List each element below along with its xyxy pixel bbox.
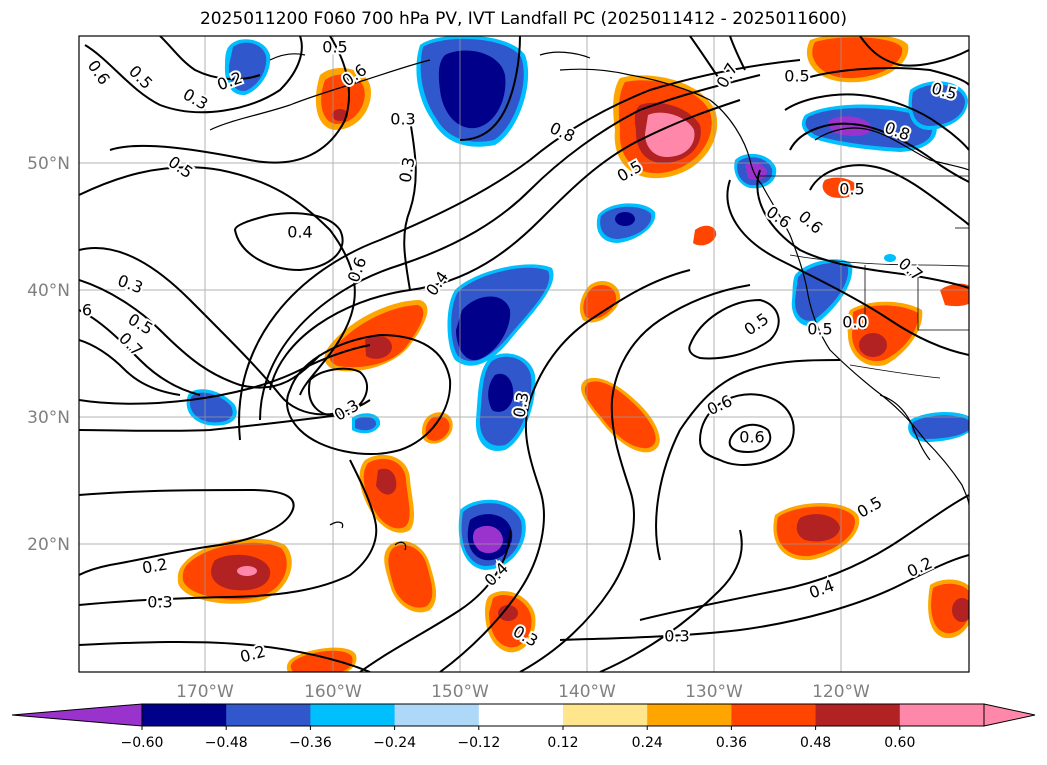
colorbar-tick-label: −0.60 xyxy=(121,735,164,751)
lat-label-20n: 20°N xyxy=(27,535,70,555)
colorbar-tick-label: −0.48 xyxy=(205,735,248,751)
gridlines xyxy=(79,36,969,672)
lat-label-30n: 30°N xyxy=(27,408,70,428)
contour-label: 0.6 xyxy=(739,428,764,447)
map-area: 0.6 0.5 0.20.30.50.60.30.30.50.80.7 0.50.50… xyxy=(79,36,969,672)
map-frame xyxy=(78,35,970,673)
contour-label: 0.0 xyxy=(842,313,867,332)
colorbar-segment xyxy=(142,704,227,726)
colorbar-tick-label: −0.24 xyxy=(373,735,416,751)
colorbar-segment xyxy=(394,704,480,726)
colorbar-tick-label: 0.60 xyxy=(884,735,915,751)
colorbar-segment xyxy=(731,704,817,726)
colorbar-tick-label: 0.24 xyxy=(632,735,663,751)
colorbar-segment xyxy=(815,704,901,726)
positive-shading xyxy=(177,36,969,672)
colorbar-segment xyxy=(647,704,732,726)
colorbar-extend-max xyxy=(983,703,1036,727)
lat-label-50n: 50°N xyxy=(27,154,70,174)
pv-contours xyxy=(79,36,969,672)
colorbar-segment xyxy=(226,704,311,726)
lon-label-140w: 140°W xyxy=(558,682,616,702)
lon-label-130w: 130°W xyxy=(685,682,743,702)
contour-label: 0.3 xyxy=(664,627,689,646)
colorbar: −0.60 −0.48 −0.36 −0.24 −0.12 0.12 0.24 0.36 0.4… xyxy=(11,703,1036,751)
lon-label-170w: 170°W xyxy=(176,682,234,702)
colorbar-tick-label: 0.36 xyxy=(716,735,747,751)
colorbar-tick-label: 0.48 xyxy=(800,735,831,751)
lat-label-40n: 40°N xyxy=(27,281,70,301)
coastlines xyxy=(209,51,969,551)
contour-label: 0.5 xyxy=(322,38,347,57)
borders xyxy=(760,175,969,379)
contour-label: 0.3 xyxy=(390,110,415,129)
contour-label: 6 xyxy=(82,301,92,320)
contour-label: 0.5 xyxy=(807,320,832,339)
lon-label-160w: 160°W xyxy=(304,682,362,702)
colorbar-segment xyxy=(899,704,985,726)
contour-label: 0.5 xyxy=(784,67,809,86)
colorbar-segment xyxy=(478,704,564,726)
contour-label: 0.3 xyxy=(147,593,172,612)
colorbar-extend-min xyxy=(11,703,143,727)
colorbar-segment xyxy=(563,704,648,726)
colorbar-tick-label: 0.12 xyxy=(547,735,578,751)
figure-title: 2025011200 F060 700 hPa PV, IVT Landfall… xyxy=(199,9,847,29)
colorbar-tick-label: −0.12 xyxy=(457,735,500,751)
colorbar-tick-label: −0.36 xyxy=(289,735,332,751)
contour-label: 0.4 xyxy=(287,223,312,242)
lon-label-120w: 120°W xyxy=(812,682,870,702)
lon-label-150w: 150°W xyxy=(431,682,489,702)
colorbar-segment xyxy=(310,704,396,726)
contour-label: 0.5 xyxy=(839,180,864,199)
